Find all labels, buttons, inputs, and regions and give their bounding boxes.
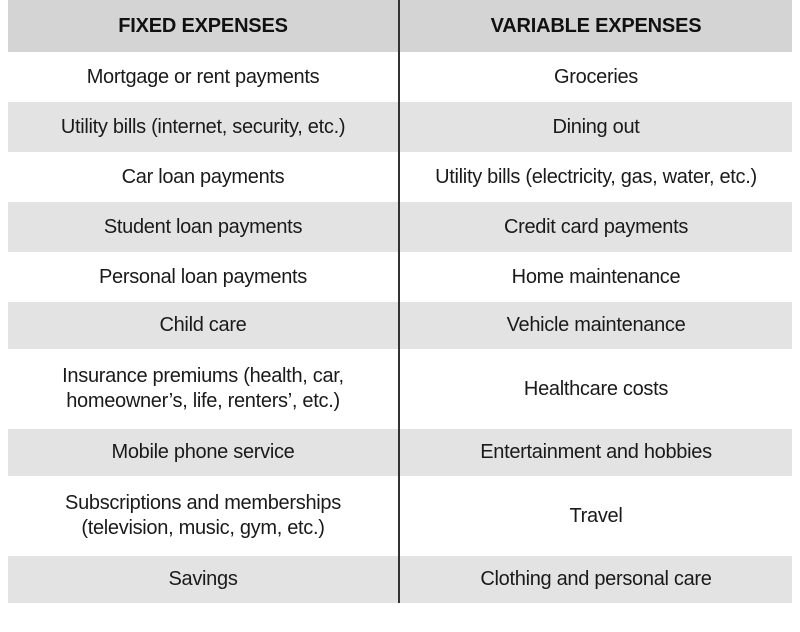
fixed-expense-cell: Savings xyxy=(8,556,399,603)
table-row: Insurance premiums (health, car, homeown… xyxy=(8,349,792,429)
fixed-expense-cell: Car loan payments xyxy=(8,152,399,202)
table-row: Mobile phone service Entertainment and h… xyxy=(8,429,792,476)
table-row: Student loan payments Credit card paymen… xyxy=(8,202,792,252)
expenses-table-container: FIXED EXPENSES VARIABLE EXPENSES Mortgag… xyxy=(8,0,792,632)
fixed-expense-cell: Child care xyxy=(8,302,399,349)
fixed-expense-line: Insurance premiums (health, car, xyxy=(62,365,344,387)
variable-expense-cell: Healthcare costs xyxy=(399,349,792,429)
table-row: Car loan payments Utility bills (electri… xyxy=(8,152,792,202)
expenses-table: FIXED EXPENSES VARIABLE EXPENSES Mortgag… xyxy=(8,0,792,603)
fixed-expense-cell: Student loan payments xyxy=(8,202,399,252)
fixed-expense-line: Mortgage or rent payments xyxy=(87,66,320,88)
fixed-expense-line: Personal loan payments xyxy=(99,266,307,288)
table-row: Savings Clothing and personal care xyxy=(8,556,792,603)
variable-expense-cell: Home maintenance xyxy=(399,252,792,302)
fixed-expense-line: Car loan payments xyxy=(122,166,285,188)
fixed-expense-cell: Mobile phone service xyxy=(8,429,399,476)
table-row: Utility bills (internet, security, etc.)… xyxy=(8,102,792,152)
fixed-expense-cell: Mortgage or rent payments xyxy=(8,52,399,102)
fixed-expense-line: Child care xyxy=(159,314,246,336)
fixed-expense-cell: Insurance premiums (health, car, homeown… xyxy=(8,349,399,429)
variable-expense-cell: Utility bills (electricity, gas, water, … xyxy=(399,152,792,202)
fixed-expense-line: Utility bills (internet, security, etc.) xyxy=(61,116,345,138)
fixed-expenses-header: FIXED EXPENSES xyxy=(8,0,399,52)
fixed-expense-cell: Utility bills (internet, security, etc.) xyxy=(8,102,399,152)
variable-expense-cell: Entertainment and hobbies xyxy=(399,429,792,476)
fixed-expense-line: Subscriptions and memberships xyxy=(65,492,341,514)
fixed-expense-line: Savings xyxy=(168,568,237,590)
table-header-row: FIXED EXPENSES VARIABLE EXPENSES xyxy=(8,0,792,52)
variable-expense-cell: Groceries xyxy=(399,52,792,102)
fixed-expense-cell: Subscriptions and memberships (televisio… xyxy=(8,476,399,556)
variable-expense-cell: Credit card payments xyxy=(399,202,792,252)
fixed-expense-line: Mobile phone service xyxy=(112,441,295,463)
variable-expense-cell: Vehicle maintenance xyxy=(399,302,792,349)
variable-expenses-header: VARIABLE EXPENSES xyxy=(399,0,792,52)
table-row: Subscriptions and memberships (televisio… xyxy=(8,476,792,556)
fixed-expense-line: Student loan payments xyxy=(104,216,302,238)
variable-expense-cell: Dining out xyxy=(399,102,792,152)
fixed-expense-line: (television, music, gym, etc.) xyxy=(81,517,324,539)
table-row: Mortgage or rent payments Groceries xyxy=(8,52,792,102)
variable-expense-cell: Travel xyxy=(399,476,792,556)
fixed-expense-line: homeowner’s, life, renters’, etc.) xyxy=(66,390,340,412)
table-row: Personal loan payments Home maintenance xyxy=(8,252,792,302)
variable-expense-cell: Clothing and personal care xyxy=(399,556,792,603)
fixed-expense-cell: Personal loan payments xyxy=(8,252,399,302)
table-row: Child care Vehicle maintenance xyxy=(8,302,792,349)
